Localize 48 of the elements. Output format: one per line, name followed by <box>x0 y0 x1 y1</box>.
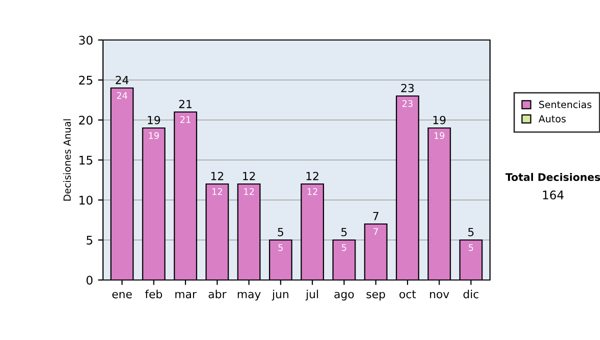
total-label: 12 <box>306 172 318 180</box>
y-tick-label: 10 <box>80 196 92 205</box>
text: 164 <box>543 190 564 200</box>
y-tick-label: 30 <box>79 36 92 45</box>
x-tick-label: nov <box>430 292 450 298</box>
total-label: 21 <box>179 100 192 108</box>
data-label: 24 <box>116 92 128 99</box>
y-tick-label: 0 <box>86 276 92 285</box>
data-label: 7 <box>374 228 378 235</box>
data-label: 23 <box>402 100 413 107</box>
legend-label: Autos <box>538 115 566 122</box>
x-tick-label: ago <box>334 292 354 300</box>
x-tick-label: abr <box>208 290 226 298</box>
y-tick-label: 25 <box>79 76 92 85</box>
total-label: 12 <box>243 172 255 180</box>
x-tick-label: ene <box>112 292 132 298</box>
y-tick-label: 5 <box>86 236 92 245</box>
data-label: 21 <box>180 116 190 123</box>
x-tick-label: jul <box>306 290 318 300</box>
data-label: 19 <box>149 132 159 139</box>
total-label: 19 <box>433 116 446 124</box>
x-tick-label: dic <box>463 290 478 298</box>
data-label: 19 <box>434 132 444 139</box>
total-label: 19 <box>148 116 160 124</box>
x-tick-label: sep <box>366 292 386 300</box>
legend-label: Sentencias <box>539 100 592 108</box>
data-label: 12 <box>308 188 318 195</box>
data-label: 5 <box>278 244 283 251</box>
data-label: 12 <box>244 188 254 195</box>
data-label: 12 <box>212 188 222 195</box>
total-label: 12 <box>211 172 224 180</box>
data-label: 5 <box>468 244 474 251</box>
x-tick-label: mar <box>175 292 197 298</box>
total-label: 7 <box>373 212 378 220</box>
total-label: 23 <box>401 84 414 92</box>
total-label: 5 <box>341 228 347 236</box>
x-tick-label: jun <box>272 290 288 300</box>
y-axis-title: Decisiones Anual <box>63 119 71 201</box>
data-label: 5 <box>342 244 346 251</box>
total-label: 5 <box>278 228 284 236</box>
y-tick-label: 15 <box>80 156 92 165</box>
y-tick-label: 20 <box>79 116 92 125</box>
total-label: 5 <box>468 228 474 236</box>
x-tick-label: may <box>238 292 261 300</box>
x-tick-label: oct <box>400 290 416 298</box>
total-label: 24 <box>116 76 128 84</box>
x-tick-label: feb <box>145 290 162 298</box>
text: Total Decisiones <box>505 172 600 182</box>
